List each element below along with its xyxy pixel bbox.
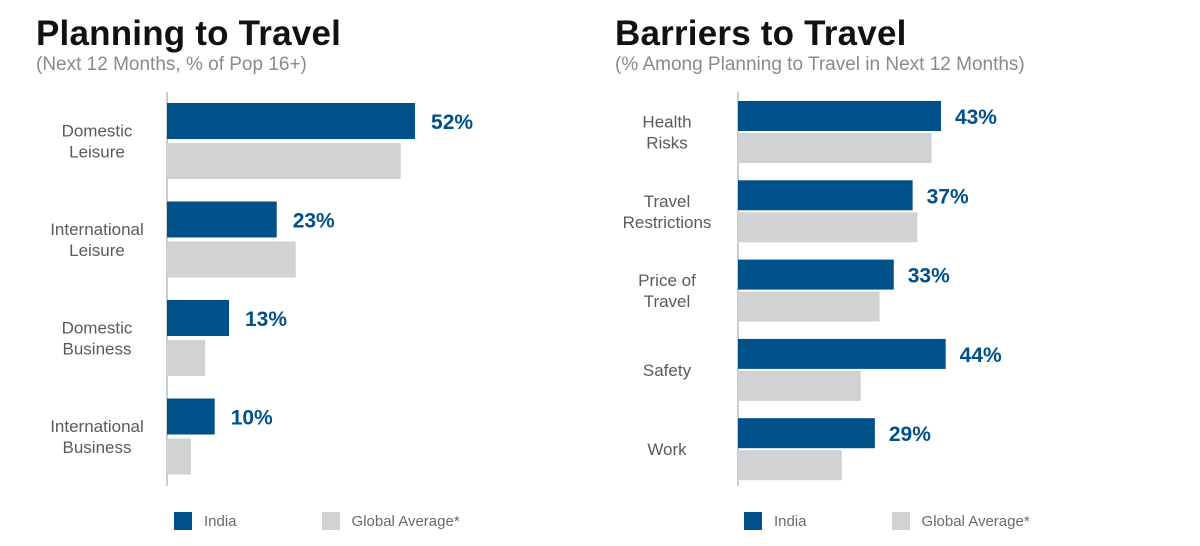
category-label-line: Domestic (62, 319, 133, 338)
category-group: 23% International Leisure (50, 201, 335, 278)
category-label-line: International (50, 220, 144, 239)
legend-item-global: Global Average* (321, 512, 460, 530)
legend-swatch-global (321, 512, 340, 530)
data-label-india: 37% (927, 185, 969, 208)
bar-india (738, 259, 894, 290)
category-label-line: Business (63, 438, 132, 457)
legend-label-india: India (204, 512, 237, 530)
legend-label-global: Global Average* (921, 512, 1030, 530)
category-label-line: Health (642, 113, 691, 132)
data-label-india: 10% (231, 407, 273, 430)
category-group: 13% Domestic Business (62, 300, 287, 376)
bar-india (167, 300, 230, 336)
chart-title: Barriers to Travel (615, 14, 907, 53)
category-label: International Business (50, 417, 144, 457)
bar-global-average (738, 291, 880, 322)
category-group: 37% Travel Restrictions (623, 180, 969, 243)
chart-legend: India Global Average* (174, 512, 460, 530)
legend-swatch-india (174, 512, 192, 530)
category-label: Work (647, 440, 687, 459)
chart-legend: India Global Average* (744, 512, 1030, 530)
barriers-to-travel-chart: 43% Health Risks 37% Travel Restrictions 33% Pr… (623, 92, 1002, 486)
chart-subtitle: (Next 12 Months, % of Pop 16+) (36, 54, 307, 75)
bar-india (167, 201, 277, 238)
bar-global-average (167, 438, 191, 475)
planning-to-travel-panel: Planning to Travel (Next 12 Months, % of… (0, 0, 580, 546)
bar-india (738, 418, 875, 449)
bar-india (738, 338, 946, 369)
category-label-line: Leisure (69, 143, 125, 162)
category-group: 43% Health Risks (642, 101, 997, 163)
legend-label-global: Global Average* (351, 512, 460, 530)
category-label: Safety (643, 361, 692, 380)
category-label: International Leisure (50, 220, 144, 260)
category-label-line: Risks (646, 134, 688, 153)
category-label-line: International (50, 417, 144, 436)
category-label-line: Travel (644, 192, 691, 211)
category-label-line: Work (647, 440, 687, 459)
bar-india (167, 103, 416, 139)
legend-item-india: India (744, 512, 807, 530)
category-label: Domestic Leisure (62, 122, 133, 162)
category-group: 33% Price of Travel (638, 259, 950, 322)
bar-global-average (738, 450, 842, 481)
bar-global-average (167, 241, 296, 278)
category-label: Price of Travel (638, 271, 696, 311)
bar-global-average (738, 133, 932, 163)
bar-india (738, 180, 913, 211)
data-label-india: 43% (955, 106, 997, 129)
legend-item-india: India (174, 512, 237, 530)
category-label-line: Domestic (62, 122, 133, 141)
bar-global-average (738, 212, 918, 243)
category-label-line: Business (63, 340, 132, 359)
category-group: 44% Safety (643, 338, 1002, 401)
category-label: Travel Restrictions (623, 192, 712, 232)
bar-india (167, 398, 215, 435)
barriers-to-travel-panel: Barriers to Travel (% Among Planning to … (580, 0, 1200, 546)
legend-swatch-india (744, 512, 762, 530)
data-label-india: 29% (889, 423, 931, 446)
category-label-line: Leisure (69, 241, 125, 260)
category-label-line: Restrictions (623, 213, 712, 232)
legend-swatch-global (891, 512, 910, 530)
bar-india (738, 101, 941, 131)
chart-title: Planning to Travel (36, 14, 342, 53)
category-label: Domestic Business (62, 319, 133, 359)
bar-global-average (167, 340, 206, 376)
category-label-line: Price of (638, 271, 696, 290)
chart-subtitle: (% Among Planning to Travel in Next 12 M… (615, 54, 1025, 75)
category-label-line: Safety (643, 361, 692, 380)
legend-label-india: India (774, 512, 807, 530)
data-label-india: 23% (293, 210, 335, 233)
planning-to-travel-chart: 52% Domestic Leisure 23% International Leisur… (50, 92, 473, 486)
category-group: 52% Domestic Leisure (62, 103, 473, 179)
data-label-india: 52% (431, 111, 473, 134)
bar-global-average (167, 143, 401, 179)
data-label-india: 33% (908, 265, 950, 288)
legend-item-global: Global Average* (891, 512, 1030, 530)
data-label-india: 44% (960, 344, 1002, 367)
category-label: Health Risks (642, 113, 691, 153)
data-label-india: 13% (245, 308, 287, 331)
bar-global-average (738, 370, 861, 401)
category-group: 10% International Business (50, 398, 273, 475)
category-label-line: Travel (644, 292, 691, 311)
category-group: 29% Work (647, 418, 931, 481)
